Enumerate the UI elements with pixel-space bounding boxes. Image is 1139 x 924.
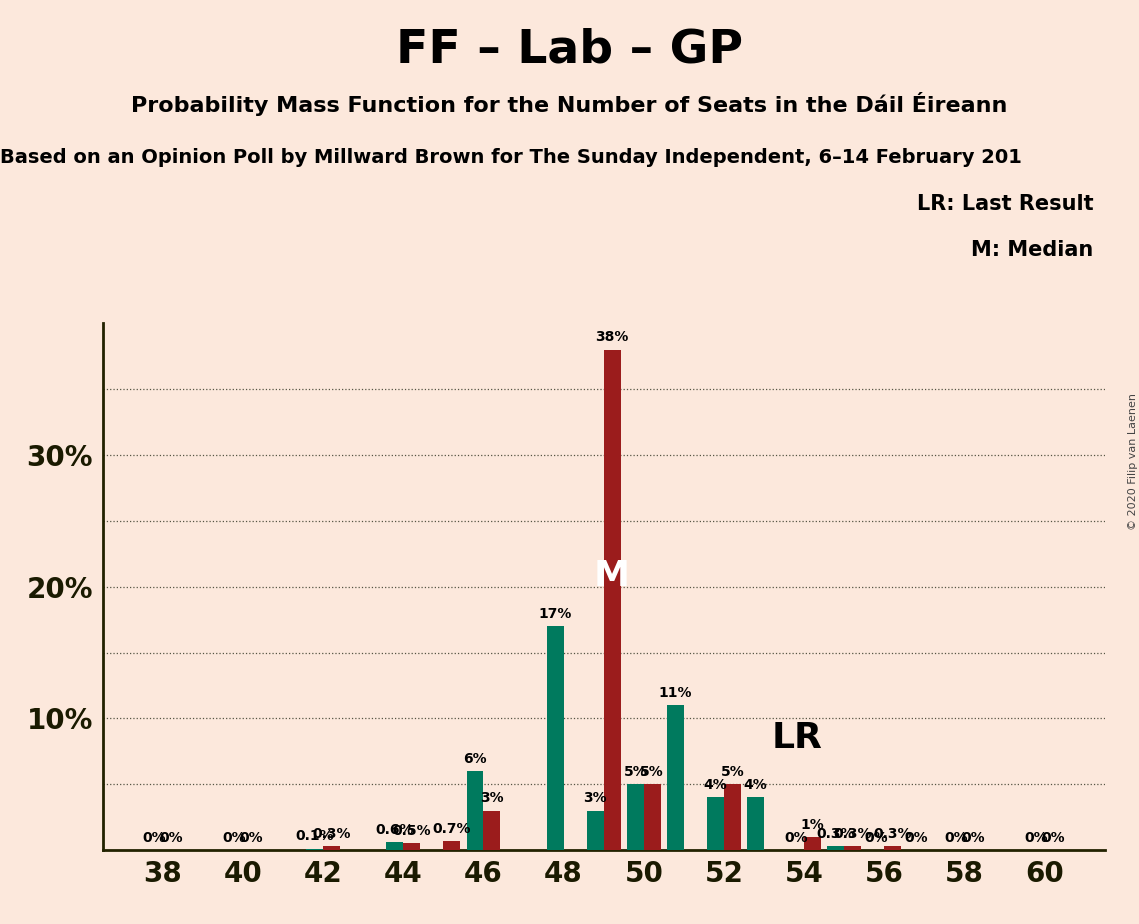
Text: 11%: 11% [658, 686, 693, 700]
Text: © 2020 Filip van Laenen: © 2020 Filip van Laenen [1129, 394, 1138, 530]
Text: 5%: 5% [623, 765, 647, 779]
Bar [604, 350, 621, 850]
Text: Probability Mass Function for the Number of Seats in the Dáil Éireann: Probability Mass Function for the Number… [131, 92, 1008, 116]
Text: 0%: 0% [222, 831, 246, 845]
Text: 0.3%: 0.3% [312, 827, 351, 841]
Text: 1%: 1% [801, 818, 825, 832]
Text: 0%: 0% [1041, 831, 1065, 845]
Text: 0%: 0% [784, 831, 808, 845]
Text: 0%: 0% [1024, 831, 1048, 845]
Bar [483, 810, 500, 850]
Bar [827, 846, 844, 850]
Text: 0.5%: 0.5% [392, 824, 431, 838]
Bar [747, 797, 764, 850]
Text: 0.3%: 0.3% [834, 827, 871, 841]
Text: Based on an Opinion Poll by Millward Brown for The Sunday Independent, 6–14 Febr: Based on an Opinion Poll by Millward Bro… [0, 148, 1022, 167]
Bar [403, 844, 420, 850]
Text: 0%: 0% [944, 831, 968, 845]
Text: 4%: 4% [744, 778, 768, 792]
Bar [467, 771, 483, 850]
Bar [443, 841, 460, 850]
Text: 38%: 38% [596, 331, 629, 345]
Text: 0%: 0% [865, 831, 887, 845]
Text: 6%: 6% [464, 752, 486, 766]
Bar [884, 846, 901, 850]
Text: M: M [595, 559, 630, 593]
Text: 0%: 0% [142, 831, 166, 845]
Text: LR: LR [772, 721, 823, 755]
Text: 3%: 3% [583, 791, 607, 806]
Text: 0%: 0% [904, 831, 928, 845]
Text: 0.3%: 0.3% [817, 827, 855, 841]
Text: 17%: 17% [539, 607, 572, 621]
Bar [844, 846, 861, 850]
Bar [386, 842, 403, 850]
Text: FF – Lab – GP: FF – Lab – GP [396, 28, 743, 73]
Text: 0.7%: 0.7% [433, 821, 470, 835]
Text: 5%: 5% [721, 765, 744, 779]
Text: 3%: 3% [480, 791, 503, 806]
Text: LR: Last Result: LR: Last Result [917, 194, 1093, 214]
Bar [626, 784, 644, 850]
Bar [547, 626, 564, 850]
Bar [804, 837, 821, 850]
Bar [644, 784, 661, 850]
Text: 0.6%: 0.6% [376, 823, 415, 837]
Bar [323, 846, 339, 850]
Text: 0%: 0% [961, 831, 985, 845]
Text: 0.3%: 0.3% [874, 827, 912, 841]
Text: 0%: 0% [159, 831, 183, 845]
Bar [724, 784, 740, 850]
Text: 5%: 5% [640, 765, 664, 779]
Text: 0.1%: 0.1% [295, 830, 334, 844]
Bar [707, 797, 724, 850]
Text: 4%: 4% [704, 778, 728, 792]
Text: 0%: 0% [239, 831, 263, 845]
Bar [587, 810, 604, 850]
Text: M: Median: M: Median [972, 240, 1093, 261]
Bar [667, 705, 683, 850]
Bar [306, 849, 323, 850]
